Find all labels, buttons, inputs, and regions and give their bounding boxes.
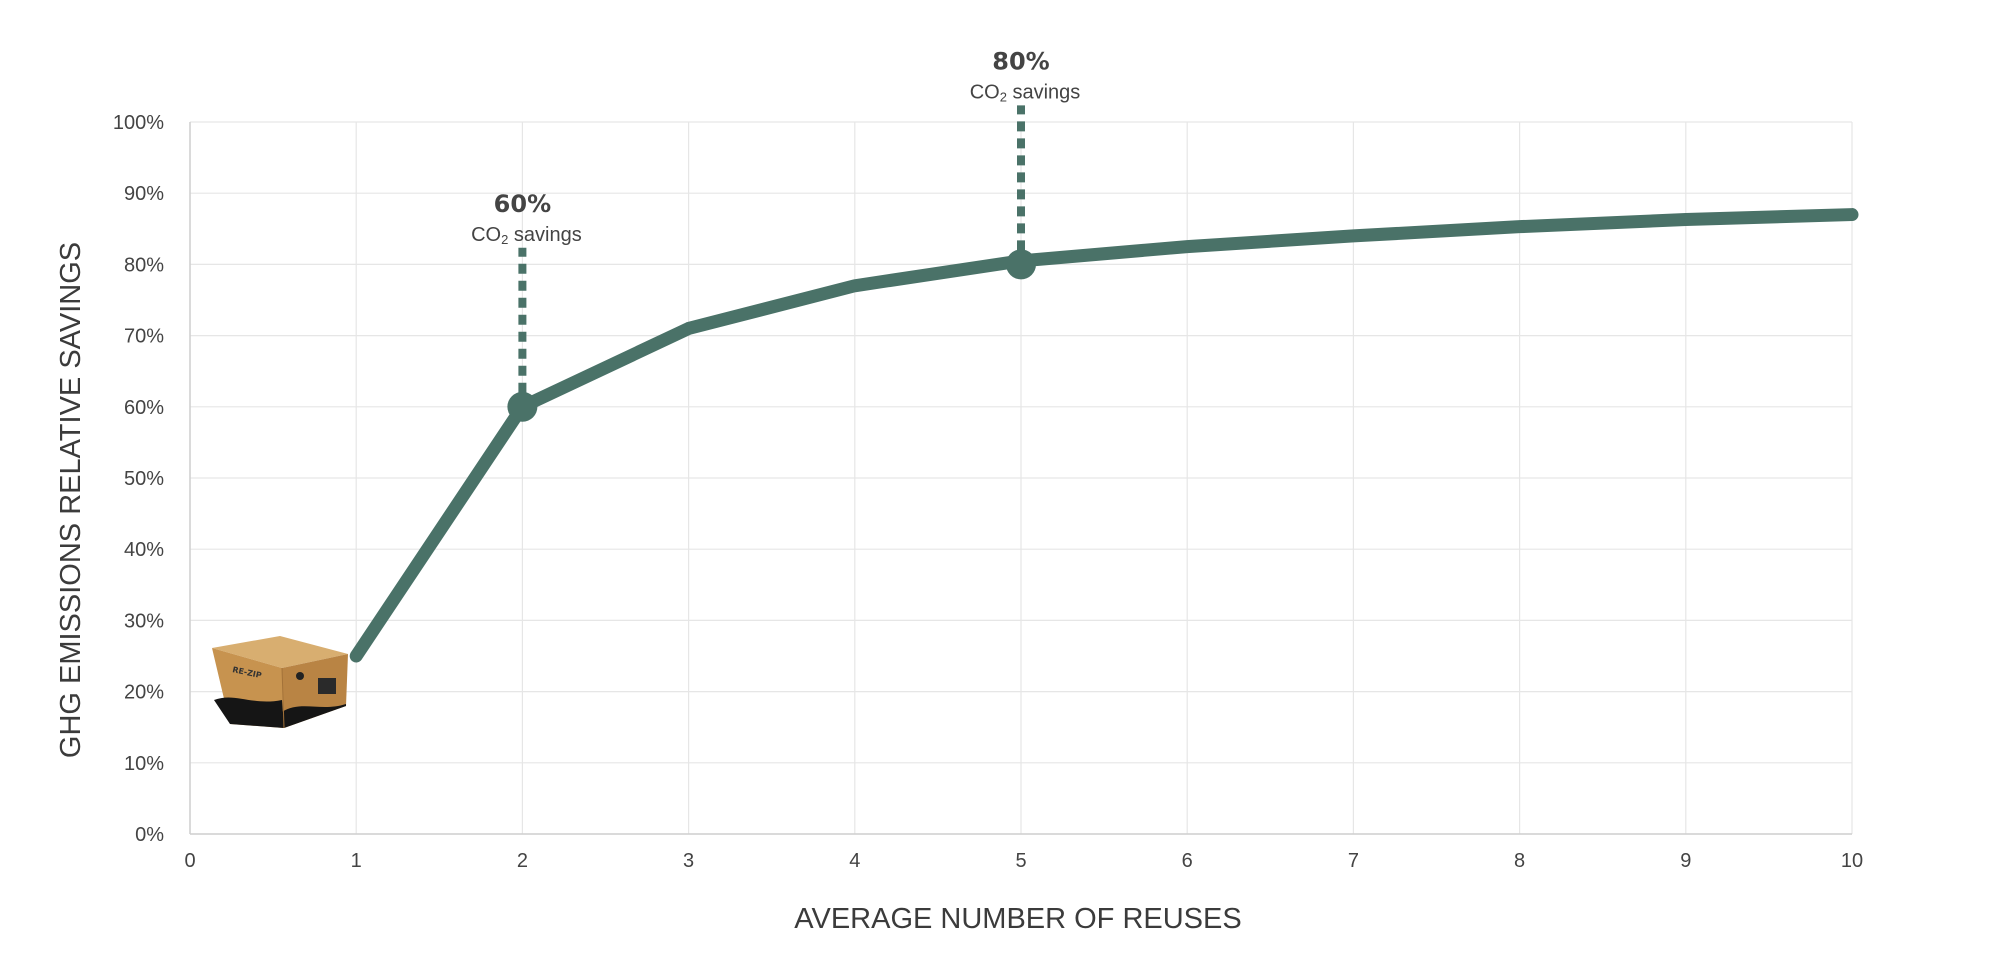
callouts: 60% CO2 savings 80% CO2 savings <box>471 47 1080 246</box>
series-layer <box>349 208 1859 663</box>
tick-labels: 0% 10% 20% 30% 40% 50% 60% 70% 80% 90% 100% 0 1 2 3 4 5 6… <box>113 112 1863 872</box>
highlight-markers <box>507 249 1036 422</box>
x-tick-label: 7 <box>1348 850 1359 872</box>
y-axis-title: GHG EMISSIONS RELATIVE SAVINGS <box>55 242 87 758</box>
y-tick-label: 30% <box>124 610 164 632</box>
x-tick-label: 4 <box>849 850 860 872</box>
x-tick-label: 10 <box>1841 850 1863 872</box>
y-tick-label: 10% <box>124 753 164 775</box>
x-tick-label: 1 <box>351 850 362 872</box>
cardboard-box-icon: RE-ZIP <box>212 636 348 729</box>
data-point-marker <box>1006 249 1036 280</box>
x-tick-label: 0 <box>184 850 195 872</box>
y-tick-label: 0% <box>135 824 164 846</box>
y-tick-label: 70% <box>124 326 164 348</box>
y-tick-label: 50% <box>124 468 164 490</box>
x-tick-label: 6 <box>1182 850 1193 872</box>
callout-label: CO2 savings <box>970 81 1081 104</box>
x-tick-label: 2 <box>517 850 528 872</box>
x-axis-title: AVERAGE NUMBER OF REUSES <box>794 903 1241 935</box>
x-tick-label: 8 <box>1514 850 1525 872</box>
x-tick-label: 3 <box>683 850 694 872</box>
y-tick-label: 20% <box>124 682 164 704</box>
x-tick-label: 5 <box>1015 850 1026 872</box>
callout-value: 60% <box>494 190 551 218</box>
y-tick-label: 40% <box>124 539 164 561</box>
y-tick-label: 60% <box>124 397 164 419</box>
callout-value: 80% <box>992 47 1049 75</box>
callout-label: CO2 savings <box>471 224 582 247</box>
series-line <box>349 208 1859 663</box>
y-tick-label: 100% <box>113 112 164 134</box>
y-tick-label: 90% <box>124 183 164 205</box>
y-tick-label: 80% <box>124 254 164 276</box>
axes <box>189 122 1852 835</box>
callout-lines <box>518 105 1025 393</box>
data-point-marker <box>507 391 538 422</box>
x-tick-label: 9 <box>1680 850 1691 872</box>
